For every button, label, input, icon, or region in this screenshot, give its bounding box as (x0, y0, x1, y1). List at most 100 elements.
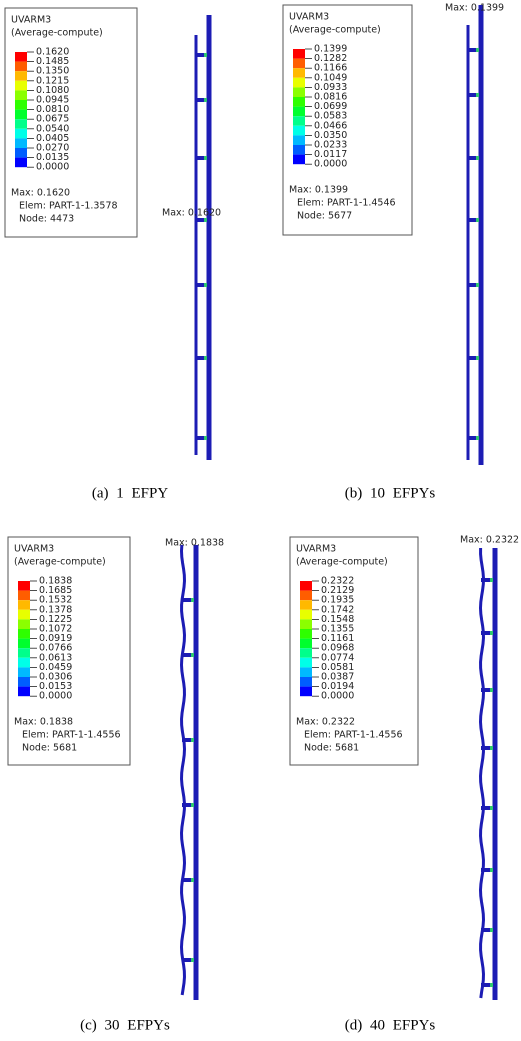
hotspot (490, 631, 493, 635)
color-band (293, 49, 305, 59)
color-band (18, 619, 30, 629)
color-band (293, 135, 305, 145)
legend-subtitle: (Average-compute) (14, 557, 106, 568)
hotspot (476, 436, 479, 440)
hotspot (490, 928, 493, 932)
color-band (18, 610, 30, 620)
hotspot (204, 283, 207, 287)
node-id: Node: 5677 (297, 211, 352, 222)
structure-rail (182, 545, 185, 995)
hotspot (490, 578, 493, 582)
hotspot (204, 98, 207, 102)
color-band (293, 59, 305, 69)
color-band (293, 116, 305, 126)
legend-value: 0.0000 (321, 691, 354, 702)
elem-id: Elem: PART-1-1.4546 (297, 198, 396, 209)
legend-title: UVARM3 (11, 15, 51, 26)
hotspot (204, 356, 207, 360)
hotspot (476, 156, 479, 160)
color-band (15, 138, 27, 148)
hotspot (490, 806, 493, 810)
color-band (15, 62, 27, 72)
color-band (293, 68, 305, 78)
hotspot (204, 53, 207, 57)
node-id: Node: 5681 (304, 743, 359, 754)
hotspot (476, 93, 479, 97)
color-band (18, 639, 30, 649)
hotspot (191, 598, 194, 602)
color-band (300, 639, 312, 649)
color-band (18, 648, 30, 658)
color-band (15, 158, 27, 168)
color-band (18, 600, 30, 610)
color-band (18, 591, 30, 601)
color-band (293, 126, 305, 136)
color-band (300, 667, 312, 677)
panel: UVARM3(Average-compute)0.16200.14850.135… (5, 8, 221, 501)
max-label: Max: 0.2322 (460, 535, 519, 546)
max-value: Max: 0.1620 (11, 188, 70, 199)
color-band (300, 687, 312, 697)
legend-value: 0.0000 (36, 162, 69, 173)
color-band (293, 145, 305, 155)
legend-title: UVARM3 (296, 544, 336, 555)
color-band (15, 148, 27, 158)
max-label: Max: 0.1620 (162, 208, 221, 219)
color-band (293, 155, 305, 165)
legend-subtitle: (Average-compute) (296, 557, 388, 568)
color-band (15, 119, 27, 129)
color-band (293, 87, 305, 97)
color-band (300, 648, 312, 658)
elem-id: Elem: PART-1-1.4556 (304, 730, 403, 741)
color-band (18, 581, 30, 591)
color-band (300, 629, 312, 639)
color-band (300, 677, 312, 687)
hotspot (476, 356, 479, 360)
color-band (293, 97, 305, 107)
color-band (300, 600, 312, 610)
hotspot (204, 156, 207, 160)
color-band (293, 78, 305, 88)
legend-value: 0.0000 (314, 159, 347, 170)
node-id: Node: 5681 (22, 743, 77, 754)
elem-id: Elem: PART-1-1.4556 (22, 730, 121, 741)
hotspot (204, 218, 207, 222)
caption: (a) 1 EFPY (92, 485, 168, 501)
hotspot (191, 738, 194, 742)
color-band (15, 110, 27, 120)
hotspot (476, 218, 479, 222)
hotspot (191, 803, 194, 807)
color-band (300, 619, 312, 629)
max-label: Max: 0.1838 (165, 538, 224, 549)
max-value: Max: 0.1838 (14, 717, 73, 728)
hotspot (191, 958, 194, 962)
figure: UVARM3(Average-compute)0.16200.14850.135… (0, 0, 521, 1041)
color-band (18, 629, 30, 639)
color-band (15, 81, 27, 91)
caption: (b) 10 EFPYs (345, 485, 436, 501)
color-band (18, 687, 30, 697)
color-band (15, 90, 27, 100)
panel: UVARM3(Average-compute)0.23220.21290.193… (290, 535, 519, 1034)
hotspot (204, 436, 207, 440)
hotspot (490, 746, 493, 750)
legend-subtitle: (Average-compute) (11, 28, 103, 39)
color-band (15, 129, 27, 139)
color-band (300, 610, 312, 620)
color-band (18, 667, 30, 677)
hotspot (476, 48, 479, 52)
max-value: Max: 0.2322 (296, 717, 355, 728)
color-band (15, 52, 27, 62)
caption: (c) 30 EFPYs (80, 1017, 170, 1033)
color-band (15, 100, 27, 110)
hotspot (490, 688, 493, 692)
color-band (18, 658, 30, 668)
hotspot (191, 653, 194, 657)
max-value: Max: 0.1399 (289, 185, 348, 196)
caption: (d) 40 EFPYs (345, 1017, 436, 1033)
legend-title: UVARM3 (14, 544, 54, 555)
panel: UVARM3(Average-compute)0.18380.16850.153… (8, 537, 224, 1033)
color-band (300, 591, 312, 601)
color-band (300, 581, 312, 591)
color-band (18, 677, 30, 687)
